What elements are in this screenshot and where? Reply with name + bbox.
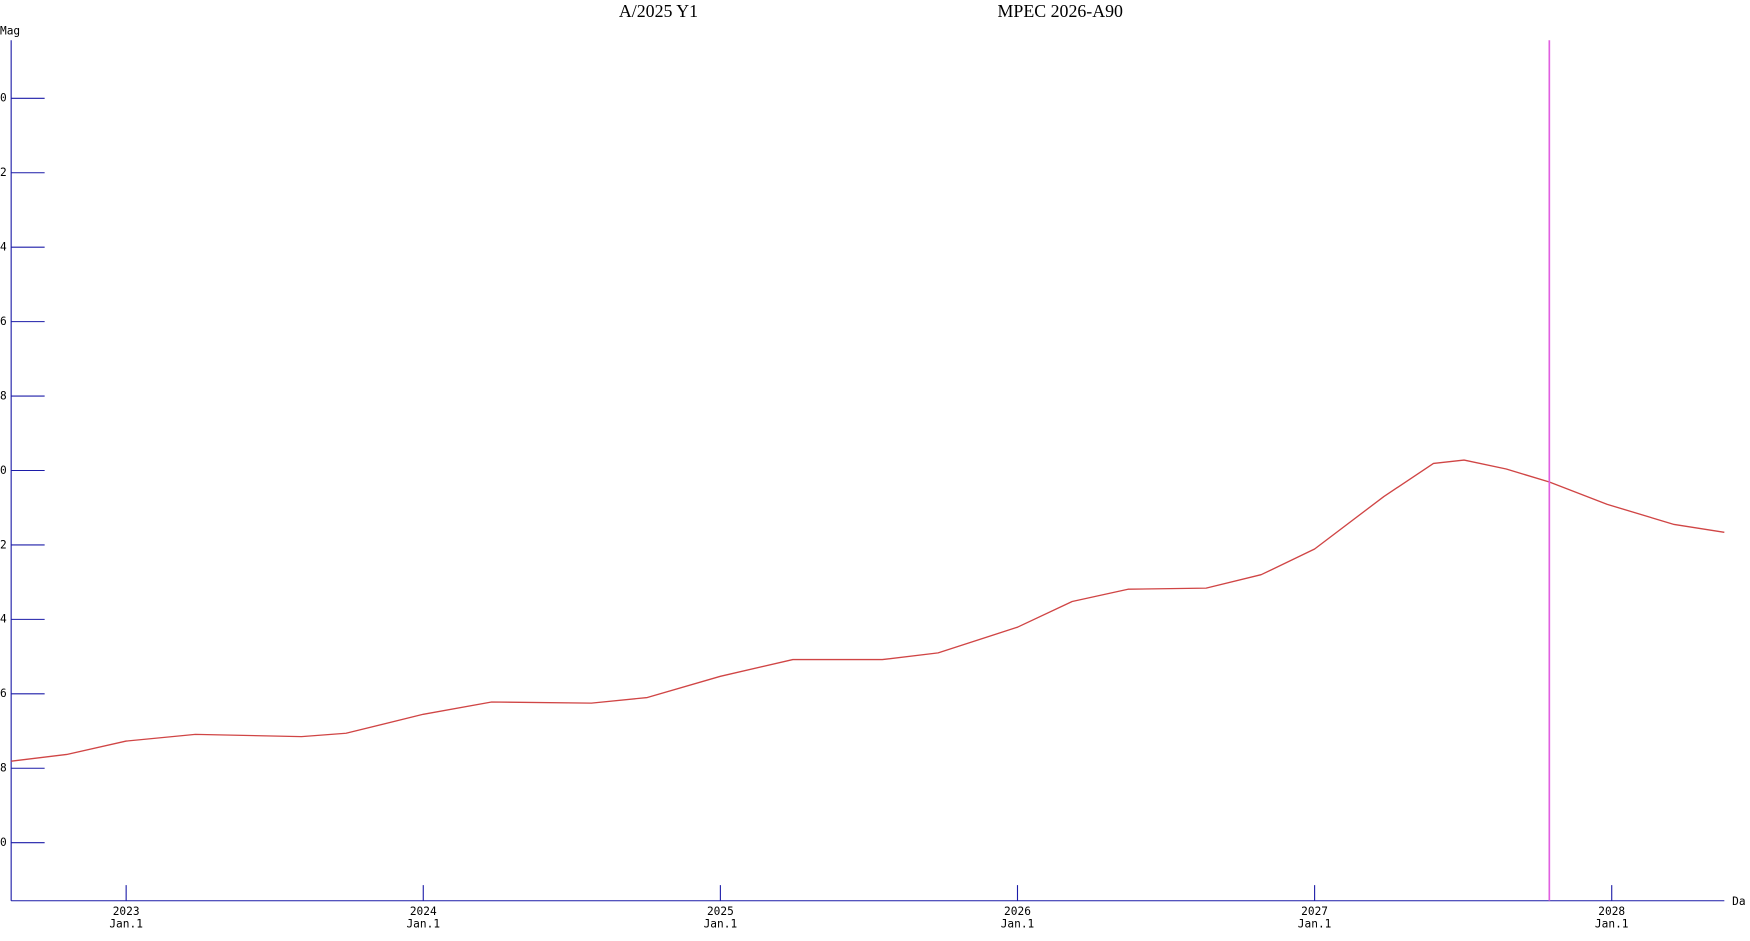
y-tick-label: 4 <box>0 241 7 254</box>
y-tick-label: 8 <box>0 762 7 775</box>
x-tick-sublabel: Jan.1 <box>1001 918 1035 931</box>
x-tick-label: 2028 <box>1598 905 1625 918</box>
x-axis-label: Da <box>1732 895 1745 908</box>
y-tick-label: 0 <box>0 836 7 849</box>
y-tick-label: 4 <box>0 613 7 626</box>
x-tick-label: 2026 <box>1004 905 1031 918</box>
y-tick-label: 0 <box>0 92 7 105</box>
y-tick-label: 2 <box>0 538 7 551</box>
x-tick-sublabel: Jan.1 <box>1595 918 1629 931</box>
x-tick-sublabel: Jan.1 <box>704 918 738 931</box>
y-axis-label: Mag <box>0 25 20 38</box>
chart-title: A/2025 Y1 <box>619 1 698 21</box>
y-tick-label: 2 <box>0 166 7 179</box>
y-tick-label: 6 <box>0 315 7 328</box>
magnitude-curve <box>11 459 1725 762</box>
x-tick-sublabel: Jan.1 <box>109 918 143 931</box>
y-tick-label: 6 <box>0 687 7 700</box>
x-tick-sublabel: Jan.1 <box>1298 918 1332 931</box>
x-tick-label: 2024 <box>410 905 437 918</box>
chart-subtitle: MPEC 2026-A90 <box>998 1 1123 21</box>
x-tick-sublabel: Jan.1 <box>406 918 440 931</box>
x-tick-label: 2027 <box>1301 905 1328 918</box>
y-tick-label: 8 <box>0 389 7 402</box>
y-tick-label: 0 <box>0 464 7 477</box>
x-tick-label: 2023 <box>113 905 140 918</box>
x-tick-label: 2025 <box>707 905 734 918</box>
